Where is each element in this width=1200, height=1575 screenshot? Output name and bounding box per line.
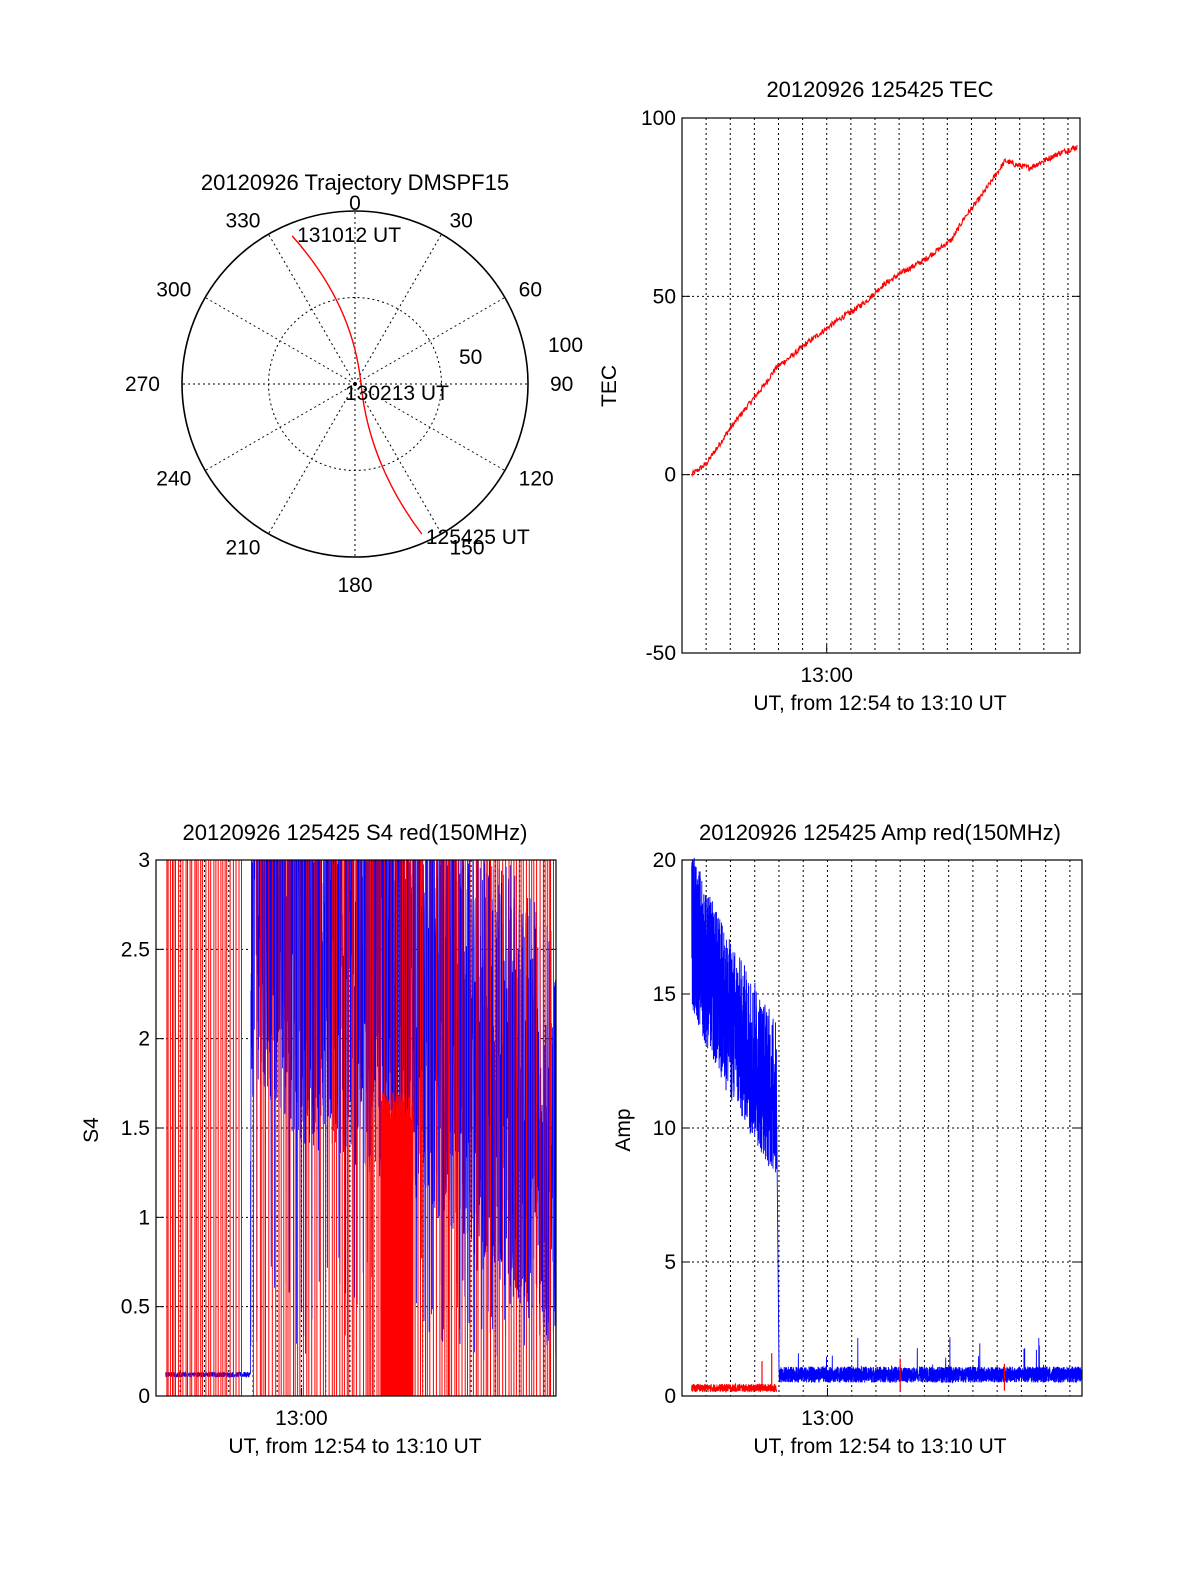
trajectory-line bbox=[291, 235, 423, 535]
polar-title: 20120926 Trajectory DMSPF15 bbox=[201, 170, 509, 195]
polar-radius-label: 100 bbox=[548, 334, 583, 357]
s4-data-group bbox=[165, 860, 556, 1396]
tec-ylabel: TEC bbox=[598, 365, 621, 407]
s4-title: 20120926 125425 S4 red(150MHz) bbox=[183, 820, 528, 845]
y-tick-label: 0.5 bbox=[121, 1296, 150, 1319]
polar-angle-label: 210 bbox=[225, 537, 260, 560]
polar-angle-label: 330 bbox=[225, 209, 260, 232]
plot-frame bbox=[155, 859, 557, 1397]
y-tick-label: 0 bbox=[664, 1385, 676, 1408]
polar-spoke bbox=[268, 383, 356, 535]
y-tick-label: 100 bbox=[641, 107, 676, 130]
s4-plot: 3 2.5 2 1.5 1 0.5 0 13:00 bbox=[121, 849, 557, 1430]
polar-spoke bbox=[354, 383, 442, 535]
polar-angle-label: 90 bbox=[550, 373, 573, 396]
y-tick-label: 10 bbox=[653, 1117, 676, 1140]
tec-xlabel: UT, from 12:54 to 13:10 UT bbox=[753, 692, 1006, 715]
y-tick-label: 3 bbox=[138, 849, 150, 872]
polar-spoke bbox=[354, 233, 442, 385]
amp-ylabel: Amp bbox=[612, 1108, 635, 1151]
polar-angle-label: 0 bbox=[349, 192, 361, 215]
polar-plot: 0 30 60 90 120 150 180 210 240 270 300 330 50 100 1310… bbox=[125, 192, 583, 597]
amp-title: 20120926 125425 Amp red(150MHz) bbox=[699, 820, 1061, 845]
x-tick-label: 13:00 bbox=[275, 1407, 328, 1430]
tec-plot: 100 50 0 -50 13:00 bbox=[641, 107, 1081, 687]
polar-spoke bbox=[354, 383, 506, 471]
tec-series-line bbox=[691, 144, 1078, 478]
polar-angle-label: 30 bbox=[450, 209, 473, 232]
y-tick-label: 2.5 bbox=[121, 938, 150, 961]
y-tick-label: 1 bbox=[138, 1206, 150, 1229]
y-tick-label: 2 bbox=[138, 1028, 150, 1051]
amp-blue-series bbox=[691, 857, 1083, 1384]
polar-angle-label: 60 bbox=[519, 279, 542, 302]
tec-title: 20120926 125425 TEC bbox=[766, 77, 993, 102]
x-tick-label: 13:00 bbox=[800, 664, 853, 687]
polar-angle-label: 240 bbox=[156, 468, 191, 491]
polar-spoke bbox=[268, 233, 356, 385]
s4-panel: 20120926 125425 S4 red(150MHz) 3 2.5 2 1.5 1… bbox=[80, 820, 557, 1458]
polar-angle-label: 270 bbox=[125, 373, 160, 396]
y-tick-label: 5 bbox=[664, 1251, 676, 1274]
plot-frame bbox=[681, 117, 1081, 654]
y-tick-label: 15 bbox=[653, 983, 676, 1006]
trajectory-point-label: 131012 UT bbox=[297, 224, 401, 247]
s4-ylabel: S4 bbox=[80, 1117, 103, 1143]
polar-spoke bbox=[204, 297, 356, 385]
polar-spoke bbox=[204, 383, 356, 471]
polar-spoke bbox=[354, 297, 506, 385]
polar-angle-label: 150 bbox=[450, 537, 485, 560]
polar-outer-ring bbox=[181, 210, 529, 558]
y-tick-label: 50 bbox=[653, 285, 676, 308]
polar-panel: 20120926 Trajectory DMSPF15 0 30 60 90 120 15… bbox=[125, 170, 583, 597]
amp-red-series bbox=[691, 1382, 777, 1394]
y-tick-label: 1.5 bbox=[121, 1117, 150, 1140]
amp-panel: 20120926 125425 Amp red(150MHz) 20 15 10 5 0… bbox=[612, 820, 1083, 1458]
y-tick-label: -50 bbox=[646, 642, 676, 665]
s4-xlabel: UT, from 12:54 to 13:10 UT bbox=[228, 1435, 481, 1458]
polar-angle-label: 180 bbox=[337, 574, 372, 597]
polar-radius-label: 50 bbox=[459, 346, 482, 369]
amp-xlabel: UT, from 12:54 to 13:10 UT bbox=[753, 1435, 1006, 1458]
plot-frame bbox=[681, 859, 1083, 1397]
y-tick-label: 20 bbox=[653, 849, 676, 872]
s4-red-series bbox=[166, 860, 554, 1396]
y-tick-label: 0 bbox=[664, 464, 676, 487]
amp-plot: 20 15 10 5 0 13:00 bbox=[653, 849, 1083, 1430]
x-tick-label: 13:00 bbox=[801, 1407, 854, 1430]
trajectory-point-label: 130213 UT bbox=[345, 382, 449, 405]
polar-angle-label: 120 bbox=[519, 468, 554, 491]
y-tick-label: 0 bbox=[138, 1385, 150, 1408]
tec-panel: 20120926 125425 TEC 100 50 0 -50 13:00 UT, f… bbox=[598, 77, 1081, 715]
trajectory-point-label: 125425 UT bbox=[426, 526, 530, 549]
polar-angle-label: 300 bbox=[156, 279, 191, 302]
